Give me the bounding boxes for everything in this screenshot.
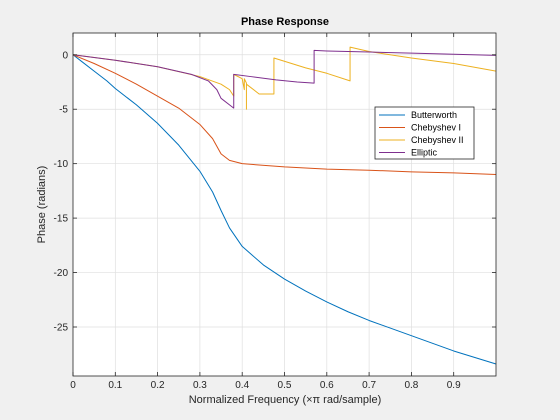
y-tick-label: -20	[54, 268, 69, 279]
axis-ticks: 0 0.1 0.2 0.3 0.4 0.5 0.6 0.7 0.8 0.9 0 -5 -10 -15 -20…	[54, 33, 496, 391]
legend: Butterworth Chebyshev I Chebyshev II Ellipt…	[374, 106, 475, 160]
legend-box	[374, 106, 475, 160]
legend-entry: Butterworth	[411, 110, 457, 120]
x-tick-label: 0.2	[151, 380, 165, 391]
series-line-elliptic	[72, 49, 497, 109]
x-tick-label: 0.6	[320, 380, 334, 391]
x-tick-label: 0.3	[193, 380, 207, 391]
series-line-chebyshev-ii	[72, 46, 497, 110]
y-axis-label: Phase (radians)	[36, 166, 48, 244]
x-tick-label: 0.5	[278, 380, 292, 391]
chart-title: Phase Response	[241, 16, 329, 28]
x-tick-label: 0	[70, 380, 76, 391]
x-tick-label: 0.7	[362, 380, 376, 391]
x-tick-label: 0.9	[447, 380, 461, 391]
legend-entry: Elliptic	[411, 148, 438, 158]
y-tick-label: -15	[54, 214, 69, 225]
series-lines	[72, 46, 497, 365]
y-tick-label: -5	[59, 105, 68, 116]
x-tick-label: 0.1	[108, 380, 122, 391]
y-tick-label: 0	[62, 50, 68, 61]
series-line-butterworth	[72, 54, 497, 365]
series-line-chebyshev-i	[72, 54, 497, 176]
y-tick-label: -10	[54, 159, 69, 170]
legend-entry: Chebyshev II	[411, 135, 464, 145]
x-tick-label: 0.4	[235, 380, 249, 391]
legend-entry: Chebyshev I	[411, 123, 461, 133]
x-tick-label: 0.8	[404, 380, 418, 391]
y-tick-label: -25	[54, 323, 69, 334]
x-axis-label: Normalized Frequency (×π rad/sample)	[189, 394, 382, 406]
